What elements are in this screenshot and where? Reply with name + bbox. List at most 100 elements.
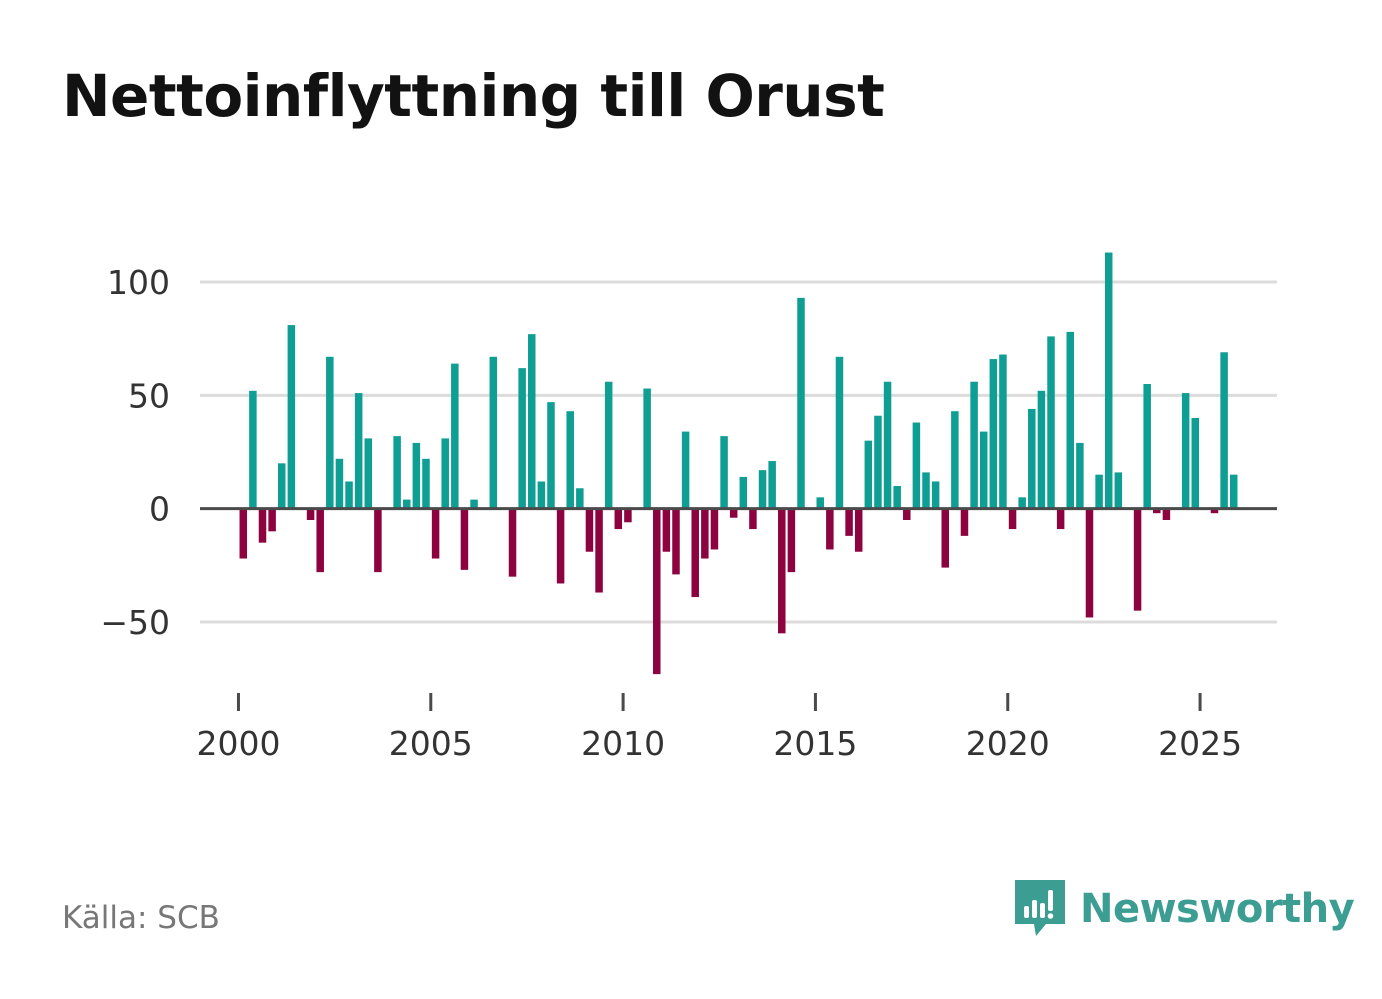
- bar: [364, 438, 373, 509]
- bar: [883, 381, 892, 509]
- bar: [768, 461, 776, 509]
- bar: [903, 508, 911, 520]
- bar: [1210, 508, 1219, 514]
- bar: [999, 354, 1007, 509]
- bar: [960, 508, 969, 536]
- bar: [1104, 252, 1113, 509]
- bar: [1056, 508, 1065, 530]
- bar: [258, 508, 267, 543]
- axes: 100 50 0 −50 2000 2005 2010 2015 2020 2025: [100, 263, 1277, 763]
- newsworthy-logo: Newsworthy: [1012, 878, 1355, 940]
- bar: [614, 508, 623, 530]
- bar: [1191, 418, 1200, 509]
- bar: [354, 393, 363, 509]
- bar: [441, 438, 449, 509]
- x-tick-label: 2005: [389, 724, 473, 763]
- bar: [979, 431, 988, 509]
- bar: [749, 508, 757, 530]
- bar: [277, 463, 286, 509]
- bar: [874, 415, 882, 509]
- bar: [402, 499, 411, 509]
- bar: [1143, 384, 1151, 509]
- bar: [556, 508, 565, 584]
- bar: [835, 356, 844, 509]
- bar: [1220, 352, 1228, 509]
- bar: [1162, 508, 1171, 520]
- bar: [508, 508, 517, 577]
- bar: [739, 476, 748, 509]
- bar: [729, 508, 738, 518]
- bar: [653, 508, 661, 675]
- bar: [1133, 508, 1142, 611]
- x-tick-label: 2010: [581, 724, 665, 763]
- bar: [1153, 508, 1161, 514]
- bar: [431, 508, 440, 559]
- bar: [518, 368, 526, 509]
- source-note: Källa: SCB: [62, 900, 220, 936]
- x-tick-label: 2020: [966, 724, 1050, 763]
- y-tick-label: −50: [100, 603, 170, 642]
- bar: [547, 402, 555, 509]
- chart-title: Nettoinflyttning till Orust: [62, 62, 885, 130]
- bar: [691, 508, 699, 598]
- bar: [941, 508, 949, 568]
- bar: [306, 508, 315, 520]
- bar: [1037, 390, 1046, 509]
- grid-lines: [200, 280, 1277, 624]
- bar: [1229, 474, 1238, 509]
- bar: [662, 508, 671, 552]
- bars: [239, 252, 1238, 675]
- bar: [374, 508, 382, 573]
- bar: [489, 356, 498, 509]
- bar: [1076, 442, 1084, 509]
- bar: [681, 431, 690, 509]
- bar: [1114, 472, 1123, 509]
- bar: [412, 442, 421, 509]
- x-tick-label: 2000: [196, 724, 280, 763]
- bar: [864, 440, 873, 509]
- bar: [566, 411, 574, 509]
- bar: [316, 508, 324, 573]
- bar: [854, 508, 863, 552]
- bar-chart: 100 50 0 −50 2000 2005 2010 2015 2020 2025: [100, 252, 1277, 763]
- bar: [710, 508, 719, 550]
- bar: [345, 481, 353, 509]
- bar: [1095, 474, 1103, 509]
- bar: [1066, 331, 1075, 509]
- bar: [239, 508, 248, 559]
- bar: [1181, 393, 1190, 509]
- bar: [460, 508, 469, 570]
- bar: [528, 334, 536, 509]
- bar: [922, 472, 930, 509]
- x-tick-label: 2025: [1158, 724, 1242, 763]
- bar: [585, 508, 594, 552]
- newsworthy-wordmark: Newsworthy: [1080, 886, 1355, 932]
- bar: [643, 388, 651, 509]
- bar: [931, 481, 940, 509]
- bar: [470, 499, 478, 509]
- bar: [595, 508, 603, 593]
- y-tick-label: 50: [128, 376, 170, 415]
- bar: [1028, 408, 1036, 509]
- bar: [537, 481, 546, 509]
- bar: [797, 297, 805, 509]
- y-tick-label: 0: [149, 490, 170, 529]
- bar: [845, 508, 853, 536]
- bar: [720, 436, 728, 509]
- bar: [393, 436, 401, 509]
- bar: [624, 508, 632, 523]
- bar: [778, 508, 786, 634]
- bar: [268, 508, 276, 532]
- newsworthy-chart-bubble-icon: [1015, 880, 1065, 936]
- bar: [604, 381, 613, 509]
- bar: [989, 359, 998, 509]
- bar: [816, 497, 824, 509]
- bar: [951, 411, 959, 509]
- bar: [912, 422, 921, 509]
- bar: [422, 458, 430, 509]
- bar: [893, 486, 901, 509]
- x-tick-label: 2015: [773, 724, 857, 763]
- bar: [826, 508, 834, 550]
- bar: [672, 508, 680, 575]
- bar: [249, 390, 257, 509]
